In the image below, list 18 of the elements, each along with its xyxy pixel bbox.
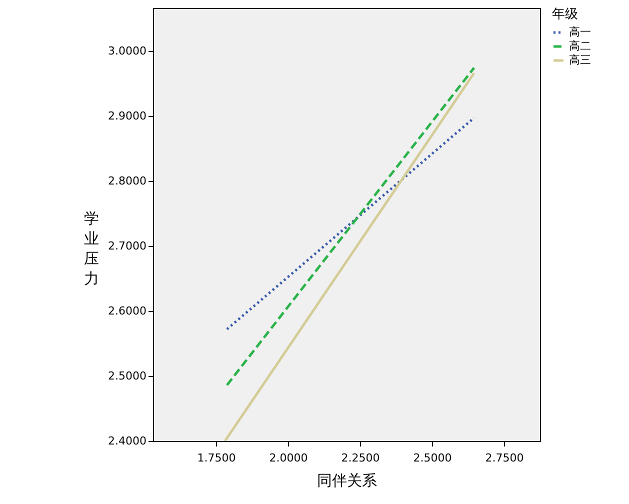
y-axis-title: 学业压力 <box>84 210 99 288</box>
y-tick-label: 2.6000 <box>108 304 146 318</box>
x-tick-label: 2.2500 <box>341 452 380 464</box>
x-tick-label: 1.7500 <box>197 452 236 464</box>
legend-label: 高二 <box>569 40 591 52</box>
x-tick-label: 2.5000 <box>413 452 452 464</box>
legend-label: 高三 <box>569 54 591 66</box>
x-tick-label: 2.7500 <box>485 452 524 464</box>
y-tick-label: 2.5000 <box>108 369 146 382</box>
y-tick-label: 2.9000 <box>108 109 146 122</box>
legend-title: 年级 <box>552 7 578 22</box>
y-tick-label: 2.8000 <box>108 174 146 188</box>
y-tick-label: 3.0000 <box>108 44 146 58</box>
x-tick-label: 2.0000 <box>269 452 308 464</box>
legend-label: 高一 <box>569 26 591 38</box>
y-tick-label: 2.4000 <box>108 434 146 448</box>
x-axis-title: 同伴关系 <box>317 472 377 490</box>
y-tick-label: 2.7000 <box>108 239 146 252</box>
